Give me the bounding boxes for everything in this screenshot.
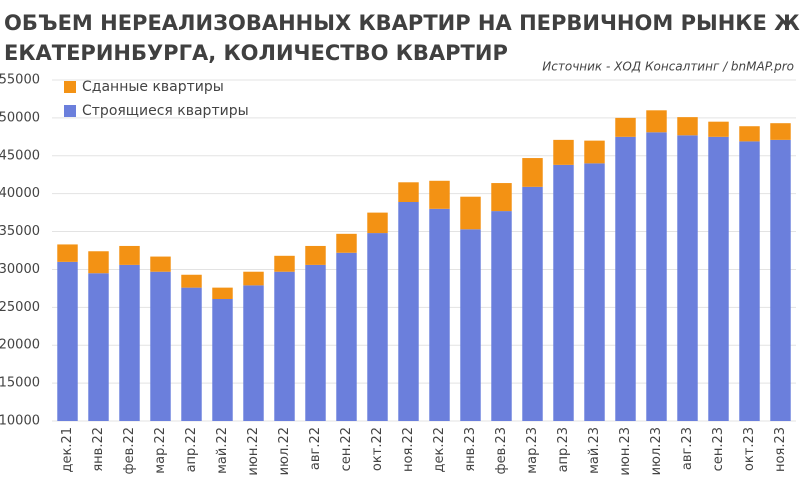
bar-segment	[677, 135, 698, 421]
chart-title: ОБЪЕМ НЕРЕАЛИЗОВАННЫХ КВАРТИР НА ПЕРВИЧН…	[4, 11, 800, 35]
bar-segment	[460, 196, 481, 230]
bar-segment	[615, 117, 636, 137]
y-tick-label: 40000	[0, 186, 40, 201]
y-tick-label: 20000	[0, 338, 40, 353]
x-tick-label: авг.22	[308, 427, 323, 470]
y-tick-label: 25000	[0, 300, 40, 315]
bar-segment	[429, 180, 450, 209]
bar-segment	[367, 233, 388, 421]
bar-segment	[522, 186, 543, 421]
bar-segment	[553, 164, 574, 422]
legend-swatch	[64, 81, 76, 93]
x-tick-label: фев.22	[122, 427, 137, 474]
x-tick-label: сен.22	[339, 427, 354, 471]
x-tick-label: мар.22	[153, 427, 168, 474]
bar-segment	[398, 202, 419, 421]
bar-segment	[770, 123, 791, 140]
x-tick-label: май.23	[587, 427, 602, 474]
bar-segment	[243, 271, 264, 286]
bar-segment	[305, 245, 326, 265]
legend-label: Строящиеся квартиры	[82, 103, 249, 119]
bar-segment	[88, 251, 109, 274]
legend-swatch	[64, 105, 76, 117]
x-tick-label: дек.22	[432, 427, 447, 473]
bar-segment	[243, 285, 264, 421]
bar-segment	[367, 212, 388, 234]
bar-segment	[460, 229, 481, 421]
bar-segment	[677, 117, 698, 136]
y-tick-label: 10000	[0, 414, 40, 429]
x-tick-label: янв.23	[463, 427, 478, 472]
x-tick-label: май.22	[215, 427, 230, 474]
bar-segment	[336, 233, 357, 253]
bar-segment	[57, 244, 78, 262]
bar-segment	[584, 140, 605, 164]
bar-segment	[615, 136, 636, 422]
bar-segment	[398, 182, 419, 203]
x-tick-label: окт.22	[370, 427, 385, 471]
x-tick-label: фев.23	[494, 427, 509, 474]
bar-segment	[739, 126, 760, 142]
y-tick-label: 35000	[0, 224, 40, 239]
bar-segment	[119, 264, 140, 421]
bar-segment	[553, 139, 574, 165]
x-tick-label: июн.23	[618, 427, 633, 476]
x-tick-label: июл.22	[277, 427, 292, 475]
bar-segment	[708, 136, 729, 422]
bar-segment	[274, 255, 295, 272]
bar-segment	[770, 139, 791, 421]
bar-segment	[708, 121, 729, 137]
bar-segment	[150, 256, 171, 272]
bar-segment	[305, 264, 326, 421]
y-tick-label: 45000	[0, 148, 40, 163]
bar-segment	[181, 274, 202, 288]
bar-segment	[57, 261, 78, 421]
bar-segment	[88, 273, 109, 421]
x-tick-label: янв.22	[91, 427, 106, 472]
x-tick-label: июн.22	[246, 427, 261, 476]
bar-segment	[646, 110, 667, 133]
x-tick-label: апр.22	[184, 427, 199, 472]
y-tick-label: 15000	[0, 376, 40, 391]
bar-segment	[274, 271, 295, 421]
bar-segment	[212, 298, 233, 421]
y-tick-label: 30000	[0, 262, 40, 277]
bar-segment	[212, 287, 233, 299]
y-tick-label: 55000	[0, 73, 40, 88]
x-tick-label: апр.23	[556, 427, 571, 472]
x-tick-label: июл.23	[649, 427, 664, 475]
bar-segment	[646, 132, 667, 421]
bar-segment	[491, 211, 512, 421]
x-tick-label: авг.23	[680, 427, 695, 470]
bar-segment	[150, 271, 171, 421]
x-tick-label: окт.23	[742, 427, 757, 471]
x-tick-label: ноя.22	[401, 427, 416, 472]
x-tick-label: ноя.23	[773, 427, 788, 472]
y-tick-label: 50000	[0, 110, 40, 125]
bar-segment	[429, 208, 450, 421]
bar-segment	[739, 141, 760, 421]
source-note: Источник - ХОД Консалтинг / bnMAP.pro	[542, 60, 794, 74]
x-tick-label: мар.23	[525, 427, 540, 474]
x-tick-label: сен.23	[711, 427, 726, 471]
chart-title: ЕКАТЕРИНБУРГА, КОЛИЧЕСТВО КВАРТИР	[4, 41, 508, 65]
legend-label: Сданные квартиры	[82, 79, 224, 95]
bar-segment	[119, 245, 140, 265]
bar-segment	[522, 158, 543, 187]
bar-segment	[181, 287, 202, 421]
x-tick-label: дек.21	[60, 427, 75, 473]
bar-segment	[336, 252, 357, 421]
bar-segment	[584, 163, 605, 421]
bar-segment	[491, 183, 512, 212]
